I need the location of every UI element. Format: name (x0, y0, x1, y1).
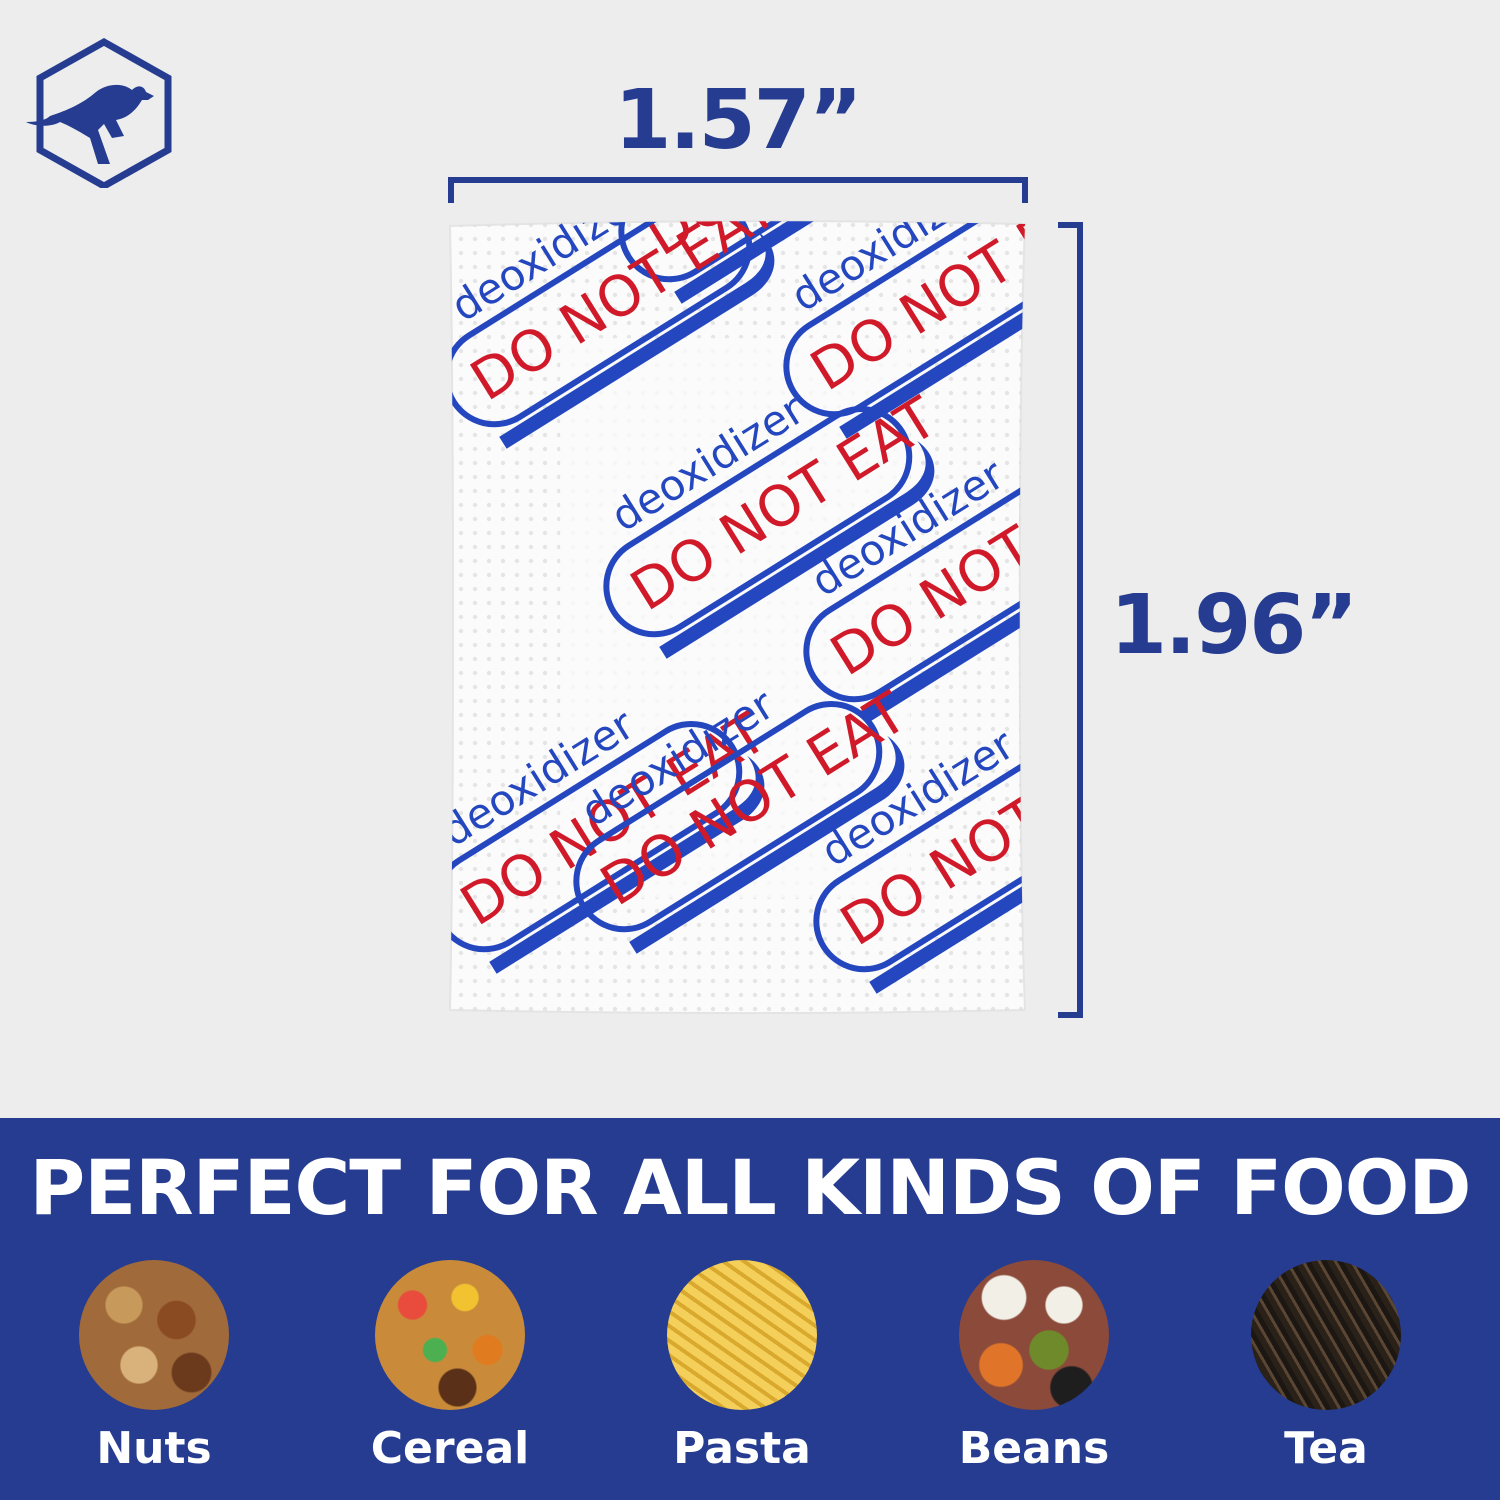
label-shadow (859, 505, 1025, 724)
height-bracket (1058, 222, 1083, 1018)
label-border (450, 221, 753, 428)
food-label: Tea (1284, 1423, 1368, 1474)
label-border (618, 221, 928, 283)
label-shadow (839, 221, 1025, 439)
beans-icon (959, 1260, 1109, 1410)
tea-icon (1251, 1260, 1401, 1410)
width-bracket (448, 177, 1028, 203)
food-item-pasta: Pasta (632, 1260, 852, 1473)
label-border (573, 700, 883, 933)
pasta-icon (667, 1260, 817, 1410)
label-shadow (659, 440, 935, 659)
label-border (603, 405, 913, 638)
height-dimension-label: 1.96” (1110, 578, 1358, 673)
label-shadow (629, 735, 905, 954)
label-border (450, 720, 743, 953)
brand-logo (20, 37, 176, 191)
food-item-nuts: Nuts (44, 1260, 264, 1473)
cereal-icon (375, 1260, 525, 1410)
food-label: Nuts (96, 1423, 212, 1474)
label-shadow (489, 755, 765, 974)
kangaroo-icon (26, 37, 172, 191)
food-label: Pasta (673, 1423, 811, 1474)
label-border (783, 221, 1025, 418)
food-item-cereal: Cereal (340, 1260, 560, 1473)
label-border (813, 740, 1025, 973)
banner-title: PERFECT FOR ALL KINDS OF FOOD (29, 1143, 1472, 1232)
nuts-icon (79, 1260, 229, 1410)
label-shadow (499, 230, 775, 449)
label-shadow (869, 775, 1025, 994)
food-label: Beans (958, 1423, 1110, 1474)
food-item-beans: Beans (924, 1260, 1144, 1473)
label-border (803, 470, 1025, 703)
food-item-tea: Tea (1216, 1260, 1436, 1473)
oxygen-absorber-packet: deoxidizer DO NOT EAT deoxidizer DO NOT EAT… (440, 218, 1030, 1018)
width-dimension-label: 1.57” (614, 73, 862, 168)
label-shadow (674, 221, 950, 304)
food-label: Cereal (370, 1423, 530, 1474)
